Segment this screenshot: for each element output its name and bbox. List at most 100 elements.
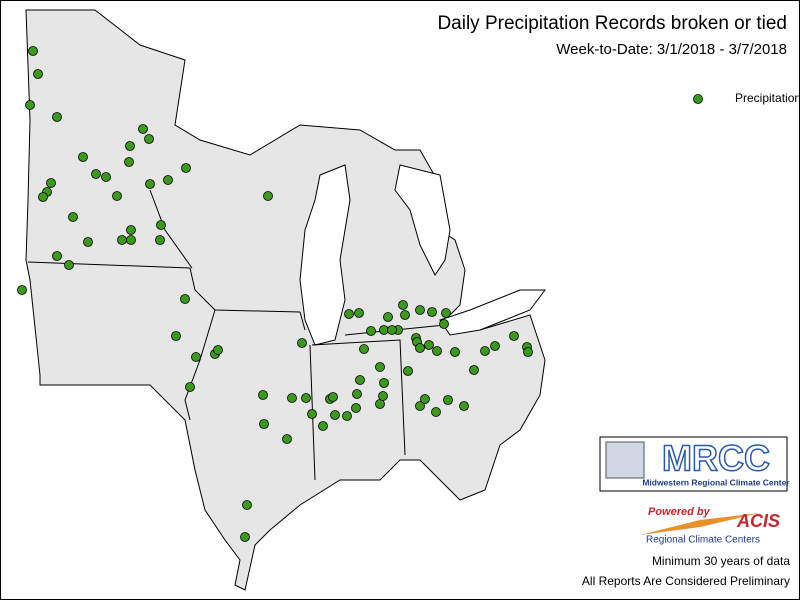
record-dot [328, 392, 338, 402]
record-dot [400, 310, 410, 320]
record-dot [344, 309, 354, 319]
record-dot [52, 112, 62, 122]
record-dot [180, 294, 190, 304]
record-dot [415, 401, 425, 411]
record-dot [443, 395, 453, 405]
record-dot [25, 100, 35, 110]
record-dot [297, 338, 307, 348]
record-dot [191, 352, 201, 362]
record-dot [78, 152, 88, 162]
record-dot [330, 410, 340, 420]
record-dot [156, 220, 166, 230]
record-dot [91, 169, 101, 179]
record-dot [52, 251, 62, 261]
record-dot [38, 192, 48, 202]
record-dot [420, 394, 430, 404]
record-dot [378, 391, 388, 401]
record-dot [64, 260, 74, 270]
state-line [184, 309, 216, 421]
legend-marker [693, 94, 703, 104]
record-dot [480, 346, 490, 356]
lake-huron [394, 164, 451, 276]
record-dot [366, 326, 376, 336]
record-dot [427, 307, 437, 317]
note: Minimum 30 years of data [652, 554, 790, 568]
record-dot [33, 69, 43, 79]
record-dot [398, 300, 408, 310]
record-dots [17, 46, 533, 542]
legend-label: Precipitation [735, 91, 800, 105]
record-dot [351, 403, 361, 413]
record-dot [126, 235, 136, 245]
record-dot [117, 235, 127, 245]
record-dot [171, 331, 181, 341]
record-dot [415, 343, 425, 353]
acis-tagline: Regional Climate Centers [646, 535, 760, 546]
record-dot [259, 419, 269, 429]
record-dot [263, 191, 273, 201]
record-dot [242, 500, 252, 510]
record-dot [112, 191, 122, 201]
state-line [27, 261, 301, 313]
record-dot [101, 172, 111, 182]
powered-by: Powered by [648, 506, 711, 518]
record-dot [441, 308, 451, 318]
record-dot [354, 308, 364, 318]
logo-map [605, 441, 645, 479]
record-dot [403, 366, 413, 376]
record-dot [17, 285, 27, 295]
acis-logo: Powered by ACIS Regional Climate Centers [640, 506, 780, 546]
acis-name: ACIS [736, 511, 780, 531]
record-dot [213, 345, 223, 355]
record-dot [240, 532, 250, 542]
record-dot [125, 141, 135, 151]
record-dot [355, 375, 365, 385]
record-dot [28, 46, 38, 56]
note: All Reports Are Considered Preliminary [582, 574, 790, 588]
record-dot [68, 212, 78, 222]
record-dot [342, 411, 352, 421]
record-dot [181, 163, 191, 173]
record-dot [301, 393, 311, 403]
record-dot [144, 134, 154, 144]
record-dot [459, 401, 469, 411]
record-dot [282, 434, 292, 444]
title: Daily Precipitation Records broken or ti… [437, 13, 787, 34]
record-dot [439, 319, 449, 329]
acis-swoosh [640, 513, 760, 535]
lake-michigan [299, 164, 351, 346]
state-lines [27, 189, 446, 481]
record-dot [287, 393, 297, 403]
record-dot [307, 409, 317, 419]
record-dot [318, 421, 328, 431]
record-dot [126, 225, 136, 235]
record-dot [83, 237, 93, 247]
record-dot [145, 179, 155, 189]
record-dot [375, 362, 385, 372]
record-dot [138, 124, 148, 134]
record-dot [415, 305, 425, 315]
record-dot [352, 389, 362, 399]
record-dot [155, 235, 165, 245]
state-line [311, 339, 406, 456]
state-line [149, 189, 193, 269]
record-dot [432, 346, 442, 356]
region-map [25, 9, 546, 591]
mrcc-logo: MRCC Midwestern Regional Climate Center [599, 436, 790, 492]
record-dot [431, 407, 441, 417]
record-dot [469, 365, 479, 375]
subtitle: Week-to-Date: 3/1/2018 - 3/7/2018 [556, 41, 787, 58]
lake-erie [439, 289, 546, 336]
record-dot [509, 331, 519, 341]
record-dot [359, 344, 369, 354]
logo-full-name: Midwestern Regional Climate Center [642, 477, 790, 487]
record-dot [185, 382, 195, 392]
record-dot [387, 325, 397, 335]
record-dot [450, 347, 460, 357]
record-dot [379, 378, 389, 388]
state-line [299, 311, 306, 331]
record-dot [490, 341, 500, 351]
record-dot [424, 340, 434, 350]
record-dot [383, 312, 393, 322]
